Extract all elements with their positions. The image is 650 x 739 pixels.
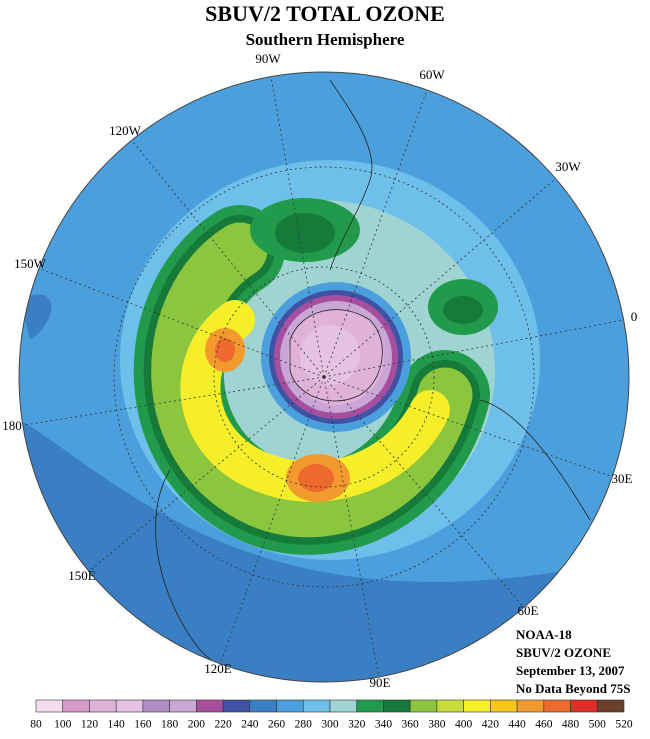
meridian (323, 376, 529, 613)
legend-swatch (596, 699, 625, 713)
legend-tick-label: 180 (161, 719, 179, 731)
legend-swatch (115, 699, 144, 713)
legend-tick-label: 520 (615, 719, 633, 731)
note: September 13, 2007 (516, 663, 625, 678)
legend-swatch (409, 699, 438, 713)
legend-swatch (196, 699, 224, 713)
legend-swatch (35, 699, 64, 713)
legend-tick-label: 320 (348, 719, 366, 731)
longitude-label: 30W (555, 159, 581, 174)
longitude-label: 90W (255, 51, 281, 66)
legend-tick-label: 440 (508, 719, 526, 731)
legend-tick-label: 260 (268, 719, 286, 731)
longitude-label: 120E (204, 661, 232, 676)
legend-swatch (383, 699, 411, 713)
legend-tick-label: 420 (482, 719, 500, 731)
legend-tick-label: 120 (81, 719, 99, 731)
longitude-label: 120W (109, 123, 142, 138)
legend-swatch (249, 699, 277, 713)
legend-swatch (276, 699, 304, 713)
meridian (217, 376, 325, 671)
longitude-label: 30E (612, 471, 633, 486)
longitude-label: 0 (631, 309, 638, 324)
longitude-label: 60W (419, 67, 445, 82)
longitude-label: 90E (370, 675, 391, 690)
legend-tick-label: 140 (108, 719, 126, 731)
meridian (323, 167, 569, 378)
note: No Data Beyond 75S (516, 681, 631, 696)
legend-tick-label: 100 (54, 719, 72, 731)
legend-swatch (543, 699, 571, 713)
legend-tick-label: 400 (455, 719, 473, 731)
legend-tick-label: 460 (535, 719, 553, 731)
meridian (81, 376, 325, 578)
meridian (323, 75, 433, 378)
legend-tick-label: 380 (428, 719, 446, 731)
legend-tick-label: 280 (295, 719, 313, 731)
legend-swatch (570, 699, 598, 713)
meridian (267, 72, 325, 378)
note: NOAA-18 (516, 627, 572, 642)
note: SBUV/2 OZONE (516, 645, 611, 660)
legend-swatch (169, 699, 197, 713)
legend-tick-label: 340 (375, 719, 393, 731)
legend-swatch (222, 699, 251, 713)
legend-tick-label: 220 (214, 719, 232, 731)
legend-tick-label: 240 (241, 719, 259, 731)
legend-swatch (89, 699, 117, 713)
longitude-label: 180 (2, 418, 22, 433)
legend-tick-label: 300 (321, 719, 339, 731)
map-border (18, 71, 630, 683)
legend-swatch (356, 699, 384, 713)
longitude-label: 150E (68, 568, 96, 583)
legend-tick-label: 480 (562, 719, 580, 731)
legend-swatch (142, 699, 170, 713)
subtitle: Southern Hemisphere (246, 30, 405, 49)
legend-swatch (490, 699, 518, 713)
legend-tick-label: 160 (134, 719, 152, 731)
ozone-map (19, 72, 629, 682)
title: SBUV/2 TOTAL OZONE (205, 1, 445, 26)
legend-tick-label: 80 (30, 719, 42, 731)
legend-swatch (436, 699, 464, 713)
legend-swatch (516, 699, 545, 713)
longitude-label: 150W (14, 256, 47, 271)
meridian (323, 376, 381, 682)
legend-tick-label: 200 (188, 719, 206, 731)
legend-tick-label: 500 (589, 719, 607, 731)
legend-swatch (302, 699, 331, 713)
legend-swatch (62, 699, 90, 713)
legend-swatch (463, 699, 491, 713)
legend-tick-label: 360 (402, 719, 420, 731)
longitude-label: 60E (518, 603, 539, 618)
legend-swatch (329, 699, 358, 713)
